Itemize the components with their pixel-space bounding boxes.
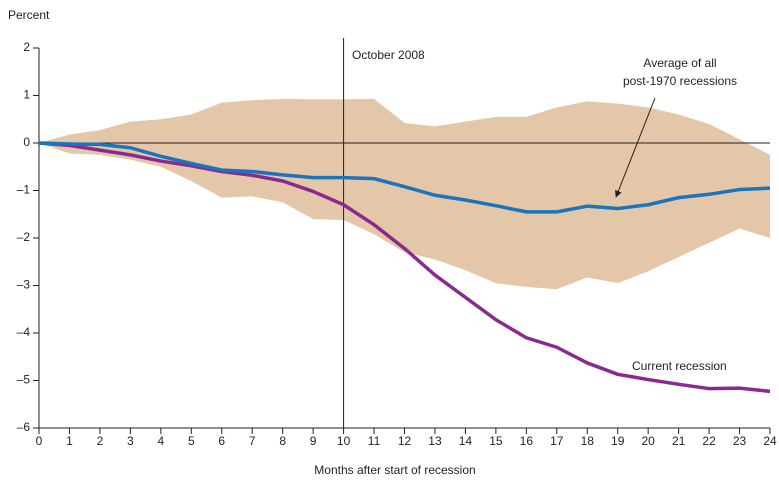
y-tick-label: –1 [17, 183, 31, 197]
x-tick-label: 0 [36, 434, 43, 448]
x-tick-label: 9 [310, 434, 317, 448]
x-tick-label: 4 [157, 434, 164, 448]
x-tick-label: 13 [428, 434, 442, 448]
x-tick-label: 22 [702, 434, 716, 448]
x-tick-label: 21 [672, 434, 686, 448]
y-tick-label: 1 [23, 88, 30, 102]
x-tick-label: 7 [249, 434, 256, 448]
x-tick-label: 16 [520, 434, 534, 448]
x-tick-label: 23 [733, 434, 747, 448]
x-tick-label: 20 [641, 434, 655, 448]
series-label: Average of all [643, 56, 716, 70]
line [38, 141, 771, 214]
y-tick-label: –5 [17, 373, 31, 387]
y-axis-label: Percent [8, 8, 50, 22]
x-tick-label: 8 [279, 434, 286, 448]
x-axis-label: Months after start of recession [314, 463, 475, 477]
y-tick-label: –4 [17, 325, 31, 339]
x-tick-label: 19 [611, 434, 625, 448]
x-tick-label: 3 [127, 434, 134, 448]
y-tick-label: 2 [23, 40, 30, 54]
x-tick-label: 10 [337, 434, 351, 448]
x-tick-label: 24 [763, 434, 777, 448]
series-label: post-1970 recessions [623, 74, 737, 88]
x-tick-label: 1 [66, 434, 73, 448]
y-tick-label: –2 [17, 230, 31, 244]
y-tick-label: –3 [17, 278, 31, 292]
x-tick-label: 18 [581, 434, 595, 448]
x-tick-label: 6 [218, 434, 225, 448]
x-tick-label: 15 [489, 434, 503, 448]
vline-label: October 2008 [352, 48, 425, 62]
x-tick-label: 17 [550, 434, 564, 448]
x-tick-label: 2 [97, 434, 104, 448]
line [38, 141, 771, 394]
y-tick-label: –6 [17, 420, 31, 434]
x-tick-label: 12 [398, 434, 412, 448]
x-tick-label: 5 [188, 434, 195, 448]
range-band [39, 98, 770, 290]
x-tick-label: 14 [459, 434, 473, 448]
y-tick-label: 0 [23, 135, 30, 149]
annotation-arrow [615, 97, 656, 198]
series-label: Current recession [632, 359, 727, 373]
x-tick-label: 11 [368, 434, 381, 448]
